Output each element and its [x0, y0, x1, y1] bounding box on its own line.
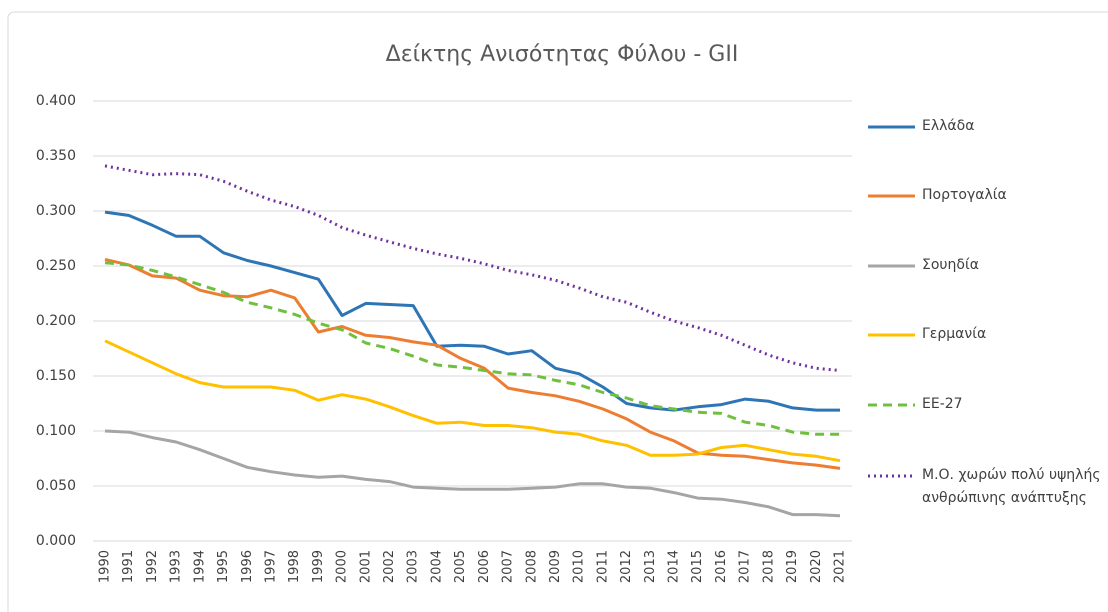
x-tick-label: 2020 [809, 550, 824, 583]
legend-label: ΕΕ-27 [922, 396, 963, 412]
x-tick-label: 1990 [98, 550, 113, 583]
x-tick-label: 2002 [382, 550, 397, 583]
y-tick-label: 0.100 [36, 423, 76, 439]
y-tick-label: 0.300 [36, 203, 76, 219]
x-tick-label: 2015 [690, 550, 705, 583]
y-tick-label: 0.400 [36, 93, 76, 109]
x-tick-label: 2021 [833, 550, 848, 583]
x-tick-label: 2009 [548, 550, 563, 583]
legend-label: Μ.Ο. χωρών πολύ υψηλής ανθρώπινης ανάπτυ… [922, 467, 1101, 506]
x-tick-label: 1991 [121, 550, 136, 583]
x-tick-label: 1999 [311, 550, 326, 583]
x-tick-label: 2007 [501, 550, 516, 583]
x-tick-label: 2011 [595, 550, 610, 583]
legend-label: Γερμανία [922, 326, 987, 342]
series-line [104, 257, 841, 470]
x-tick-label: 2000 [335, 550, 350, 583]
legend-label: Σουηδία [922, 257, 979, 273]
x-tick-label: 2004 [429, 550, 444, 583]
chart-title: Δείκτης Ανισότητας Φύλου - GII [386, 42, 739, 67]
legend-label: Πορτογαλία [922, 187, 1007, 203]
x-tick-label: 2016 [714, 550, 729, 583]
chart-frame [7, 11, 1108, 612]
x-tick-label: 2017 [738, 550, 753, 583]
x-tick-label: 1998 [287, 550, 302, 583]
x-tick-label: 1995 [216, 550, 231, 583]
x-tick-label: 1994 [192, 550, 207, 583]
x-tick-label: 2001 [358, 550, 373, 583]
x-tick-label: 2010 [572, 550, 587, 583]
x-tick-label: 1997 [263, 550, 278, 583]
y-tick-label: 0.200 [36, 313, 76, 329]
x-tick-label: 2005 [453, 550, 468, 583]
x-tick-label: 1993 [169, 550, 184, 583]
y-tick-label: 0.000 [36, 533, 76, 549]
y-tick-label: 0.150 [36, 368, 76, 384]
x-tick-label: 2018 [761, 550, 776, 583]
x-tick-label: 2012 [619, 550, 634, 583]
x-tick-label: 2014 [667, 550, 682, 583]
series-line [104, 339, 841, 463]
series-line [104, 210, 840, 412]
x-tick-label: 2013 [643, 550, 658, 583]
series-line [104, 429, 841, 518]
x-tick-label: 1996 [240, 550, 255, 583]
x-tick-label: 1992 [145, 550, 160, 583]
x-tick-label: 2003 [406, 550, 421, 583]
x-tick-label: 2008 [524, 550, 539, 583]
y-tick-label: 0.350 [36, 148, 76, 164]
x-tick-label: 2006 [477, 550, 492, 583]
y-tick-label: 0.050 [36, 478, 76, 494]
legend-label: Ελλάδα [922, 118, 975, 134]
x-tick-label: 2019 [785, 550, 800, 583]
y-tick-label: 0.250 [36, 258, 76, 274]
series-line [104, 261, 840, 436]
